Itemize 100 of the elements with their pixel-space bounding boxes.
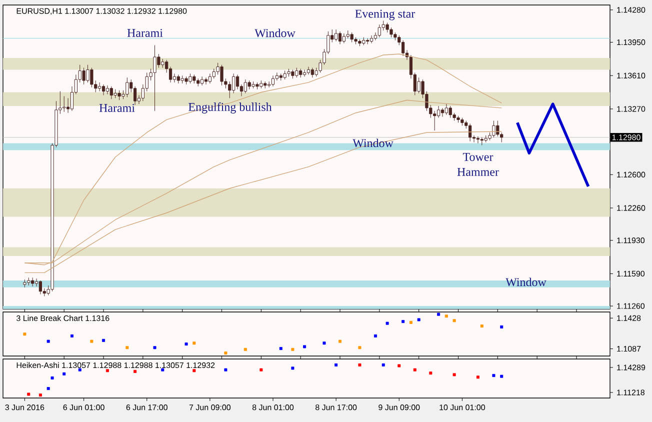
- candlestick: [275, 72, 278, 81]
- annotation: Window: [352, 138, 394, 148]
- point: [224, 352, 228, 355]
- point: [46, 340, 50, 343]
- point: [134, 370, 137, 373]
- point: [452, 319, 456, 322]
- y-tick-label: 1.12600: [617, 172, 646, 178]
- point: [322, 342, 326, 345]
- candlestick: [208, 73, 212, 84]
- point: [382, 363, 385, 366]
- point: [102, 338, 106, 342]
- point: [23, 332, 26, 336]
- point: [78, 368, 82, 372]
- y-tick-label: 1.1428: [617, 315, 641, 321]
- point: [291, 366, 294, 370]
- point: [358, 363, 362, 366]
- point: [291, 348, 294, 351]
- candlestick: [476, 136, 480, 144]
- point: [303, 345, 306, 348]
- y-tick-label: 1.13270: [617, 106, 646, 112]
- y-tick-label: 1.11930: [617, 238, 645, 244]
- candlestick: [433, 110, 436, 131]
- point: [334, 363, 338, 366]
- candlestick: [334, 29, 338, 42]
- point: [429, 372, 432, 375]
- candlestick: [310, 68, 314, 78]
- point: [62, 372, 66, 376]
- point: [192, 369, 196, 372]
- annotation: Harami: [99, 104, 135, 112]
- point: [70, 334, 74, 338]
- point: [153, 346, 156, 350]
- candlestick: [440, 108, 444, 118]
- point: [444, 314, 448, 318]
- chart-title: Heiken-Ashi 1.13057 1.12988 1.12988 1.13057 1.12932: [16, 362, 215, 368]
- candlestick: [402, 40, 405, 56]
- point: [386, 322, 389, 325]
- point: [417, 318, 420, 322]
- annotation: Window: [254, 28, 296, 38]
- point: [492, 374, 496, 378]
- point: [38, 394, 42, 397]
- candlestick: [338, 31, 342, 44]
- point: [260, 368, 263, 372]
- candlestick: [268, 81, 271, 88]
- annotation: Tower: [462, 153, 494, 161]
- x-tick-label: 8 Jun 01:00: [252, 404, 294, 410]
- y-tick-label: 1.14289: [617, 364, 646, 370]
- point: [192, 342, 196, 345]
- point: [476, 376, 480, 379]
- candlestick: [448, 106, 452, 118]
- x-tick-label: 9 Jun 09:00: [378, 404, 420, 410]
- y-tick-label: 1.11260: [617, 303, 645, 309]
- ref-line-label: 1.12980: [612, 134, 640, 140]
- candlestick: [62, 96, 66, 112]
- candlestick: [236, 74, 240, 90]
- x-tick-label: 7 Jun 09:00: [189, 404, 231, 410]
- candlestick: [153, 44, 156, 112]
- point: [402, 320, 405, 324]
- candlestick: [386, 22, 389, 33]
- point: [500, 374, 504, 378]
- point: [398, 364, 401, 368]
- point: [184, 342, 188, 346]
- candlestick: [204, 77, 208, 85]
- candlestick: [118, 90, 121, 100]
- candlestick: [86, 64, 90, 83]
- point: [27, 392, 30, 396]
- candlestick: [82, 68, 86, 85]
- point: [279, 347, 282, 350]
- candlestick: [417, 77, 420, 94]
- candlestick: [212, 68, 216, 79]
- point: [106, 369, 109, 372]
- candlestick: [390, 27, 393, 38]
- point: [413, 368, 416, 372]
- candlestick: [188, 73, 192, 84]
- point: [409, 320, 412, 324]
- point: [437, 312, 440, 316]
- line-series: [516, 102, 590, 188]
- annotation: Evening star: [355, 10, 416, 20]
- point: [452, 373, 456, 376]
- point: [224, 368, 228, 372]
- y-tick-label: 1.11218: [617, 390, 644, 396]
- candlestick: [244, 79, 247, 94]
- candlestick: [378, 24, 381, 38]
- candlestick: [444, 104, 448, 116]
- x-tick-label: 6 Jun 17:00: [126, 404, 168, 410]
- candlestick: [90, 68, 94, 88]
- candlestick: [306, 66, 310, 75]
- y-tick-label: 1.13610: [617, 72, 646, 78]
- candlestick: [492, 120, 496, 138]
- line-series: [24, 131, 502, 274]
- annotation: Hammer: [457, 168, 499, 176]
- candlestick: [350, 32, 354, 43]
- point: [90, 340, 94, 343]
- x-tick-label: 10 Jun 01:00: [440, 404, 486, 410]
- candlestick: [31, 277, 34, 287]
- point: [126, 346, 129, 350]
- y-tick-label: 1.12260: [617, 205, 646, 211]
- chart-title: EURUSD,H1 1.13007 1.13032 1.12932 1.12980: [16, 8, 187, 15]
- x-tick-label: 8 Jun 17:00: [316, 404, 357, 410]
- y-tick-label: 1.13950: [617, 39, 646, 46]
- candlestick: [102, 84, 106, 96]
